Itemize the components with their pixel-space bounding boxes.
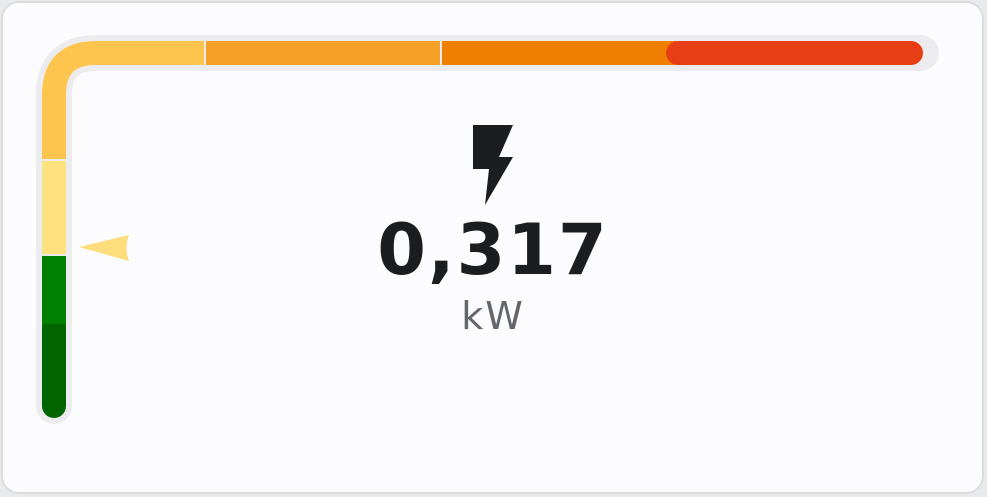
sensor-unit: kW: [461, 294, 525, 338]
gauge-segment-dark-green-cap: [42, 326, 66, 356]
sensor-readout: 0,317 kW: [343, 121, 643, 337]
gauge-segment-yellow: [42, 41, 204, 159]
power-gauge: [36, 35, 939, 424]
gauge-pointer: [79, 235, 129, 261]
sensor-value: 0,317: [377, 209, 609, 291]
lightning-bolt-icon: [473, 125, 513, 205]
